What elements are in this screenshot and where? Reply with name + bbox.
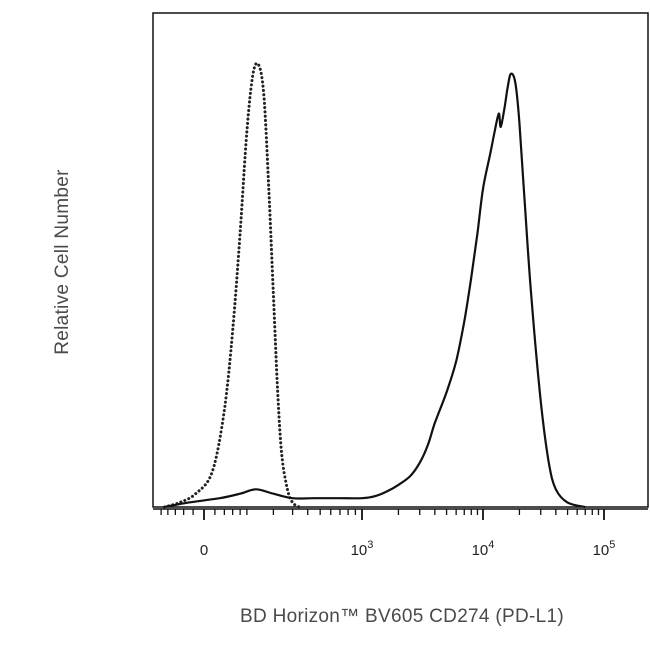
plot-frame [152, 12, 649, 508]
x-tick-labels: 0 103 104 105 [200, 539, 616, 559]
x-tick-label: 105 [593, 539, 616, 559]
x-minor-ticks [160, 509, 600, 515]
x-tick-label: 104 [472, 539, 495, 559]
dotted-series-line [162, 61, 301, 509]
solid-series-line [164, 72, 586, 509]
y-axis-title: Relative Cell Number [52, 169, 73, 355]
x-major-ticks [203, 509, 605, 520]
x-axis-title: BD Horizon™ BV605 CD274 (PD-L1) [240, 606, 564, 627]
x-tick-label: 103 [351, 539, 374, 559]
histogram-series [162, 61, 586, 509]
x-tick-label: 0 [200, 542, 208, 559]
